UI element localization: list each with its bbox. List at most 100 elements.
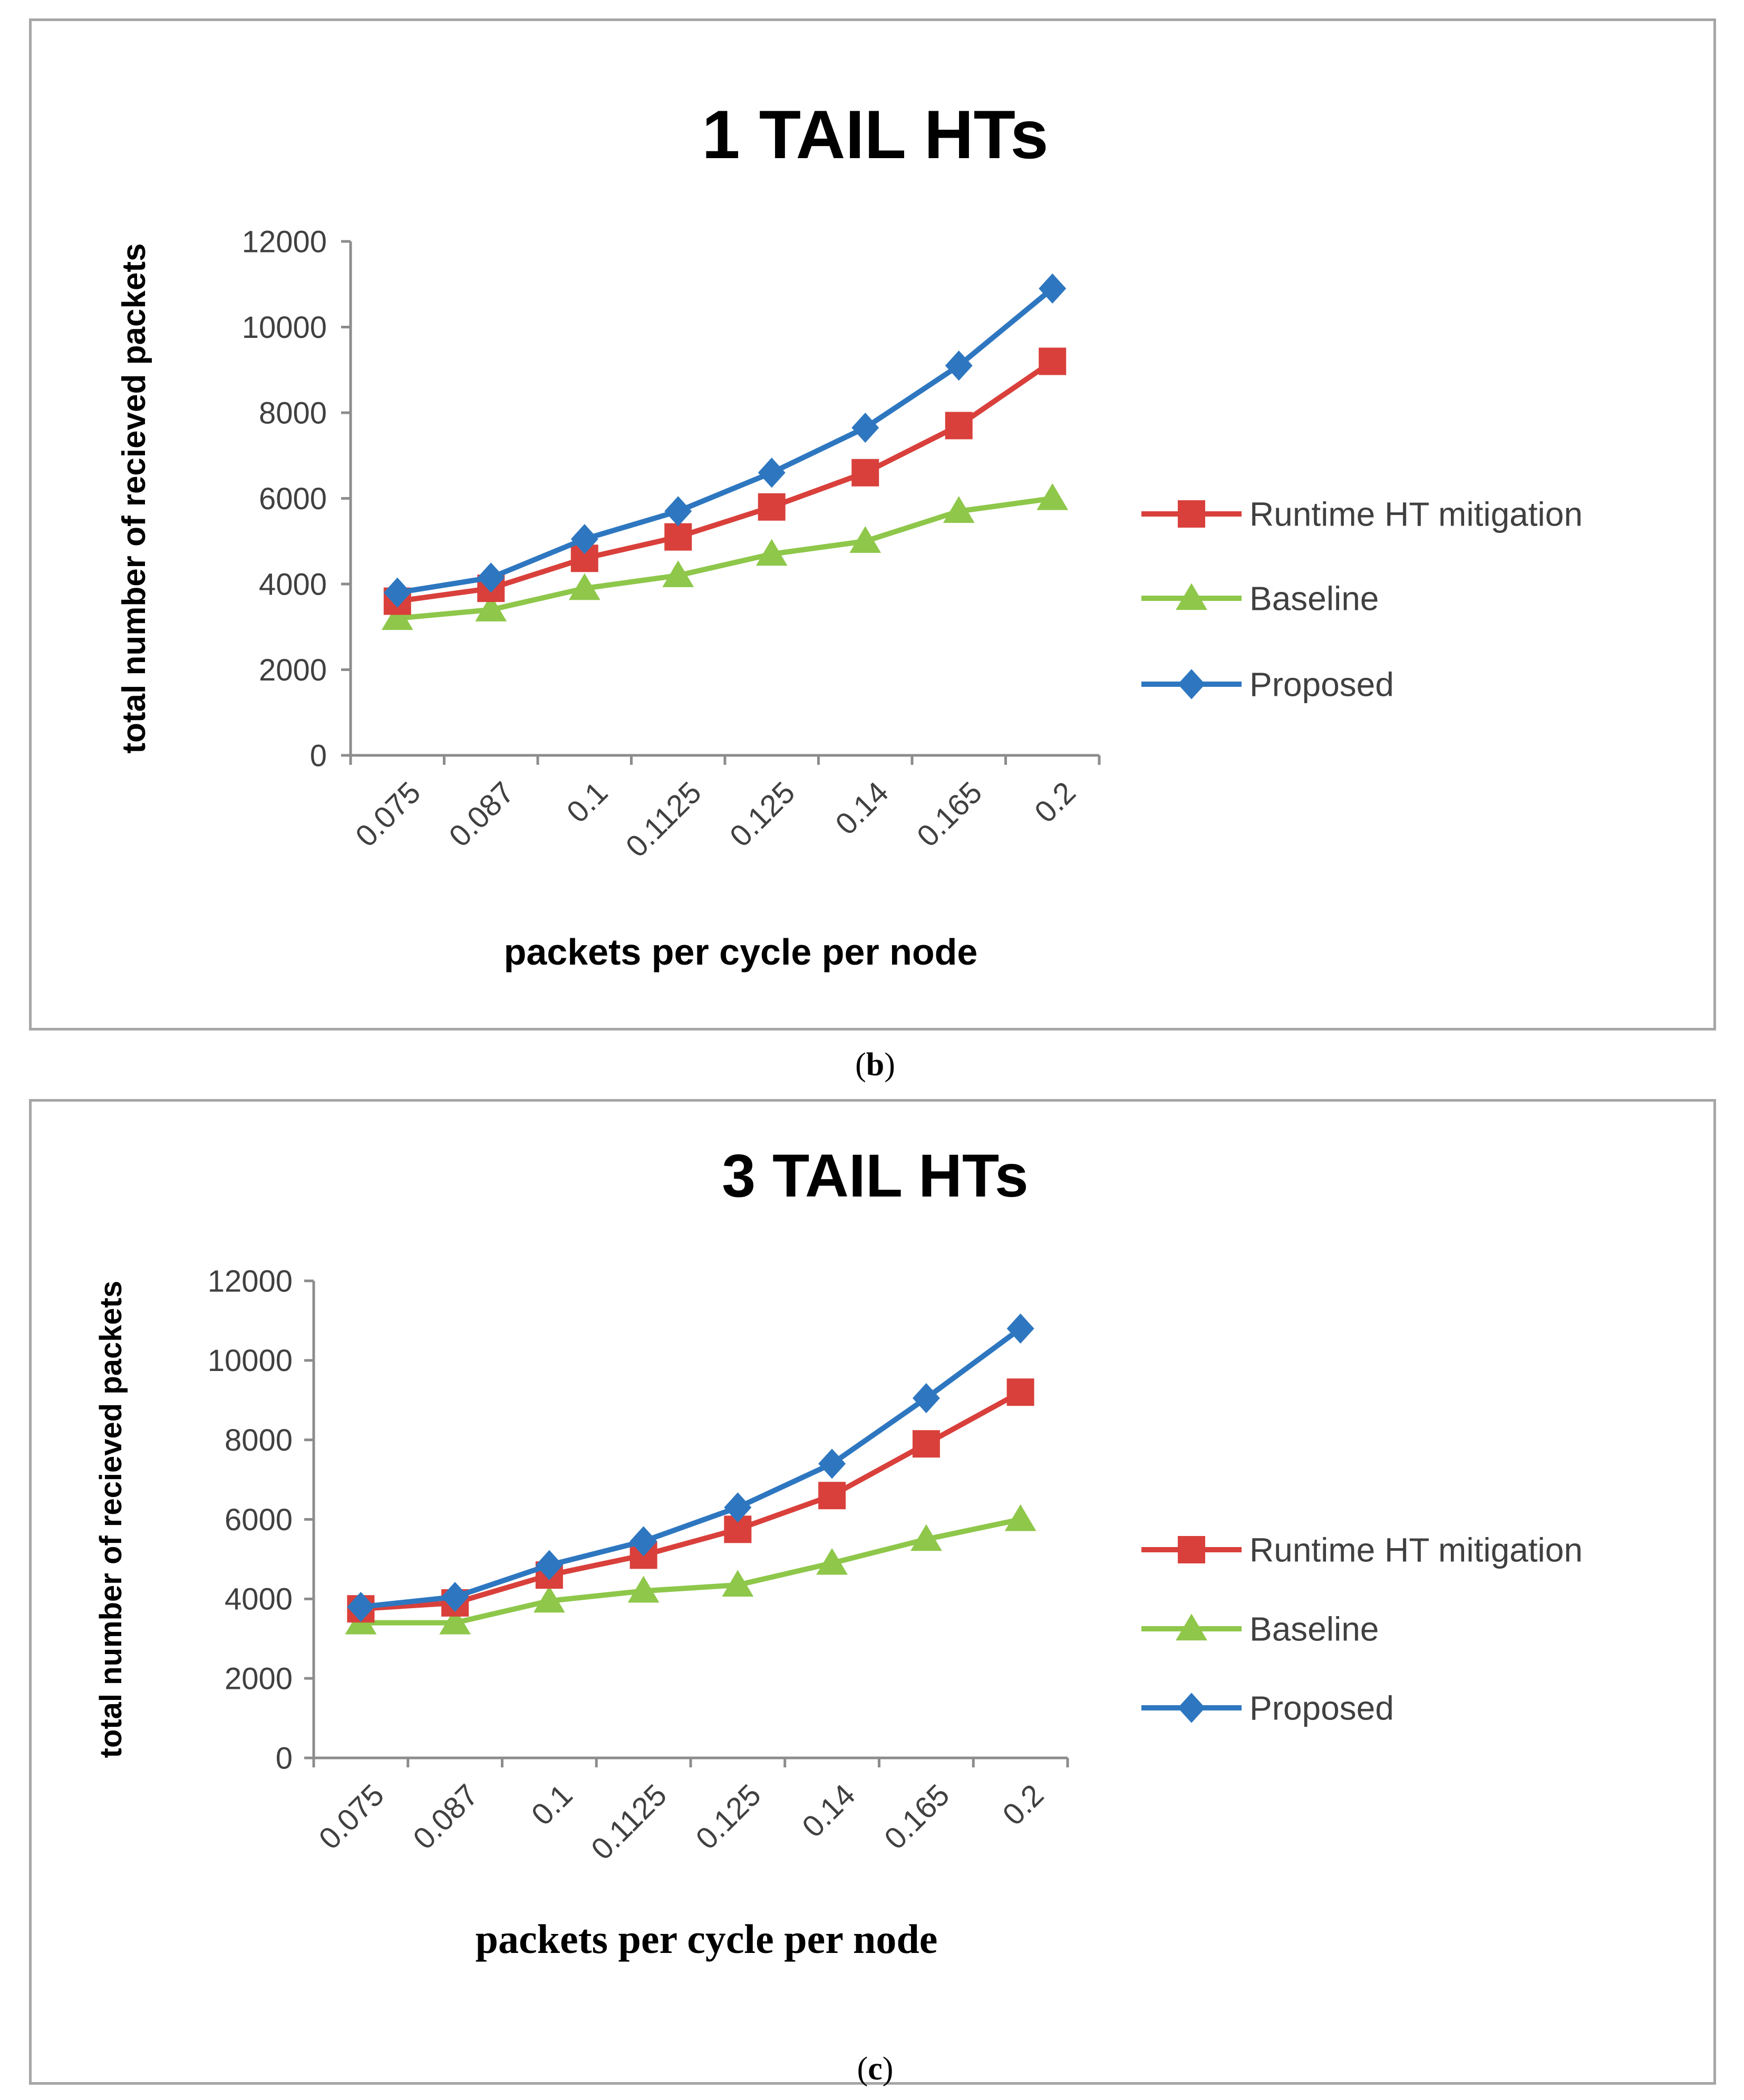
data-point bbox=[664, 496, 692, 527]
legend-item: Baseline bbox=[1141, 1610, 1379, 1648]
y-tick-label: 0 bbox=[310, 738, 327, 773]
x-tick-label: 0.2 bbox=[1028, 775, 1082, 830]
data-point bbox=[945, 412, 973, 440]
legend-label: Baseline bbox=[1249, 1610, 1379, 1648]
x-tick-label: 0.125 bbox=[723, 775, 802, 854]
y-tick-label: 10000 bbox=[208, 1344, 293, 1378]
series-line bbox=[397, 359, 1054, 604]
y-tick-label: 8000 bbox=[259, 396, 327, 430]
series-baseline bbox=[345, 1504, 1036, 1635]
y-tick-label: 6000 bbox=[225, 1503, 293, 1537]
data-point bbox=[568, 573, 600, 600]
chart-panel-c: 3 TAIL HTs 0 2000 4000 6000 8000 10000 12000 0.0… bbox=[29, 1099, 1716, 2085]
legend-item: Proposed bbox=[1141, 1689, 1394, 1727]
data-point bbox=[1006, 1313, 1034, 1344]
data-point bbox=[943, 496, 975, 523]
data-point bbox=[535, 1550, 563, 1580]
series-line bbox=[361, 1389, 1022, 1612]
legend-label: Runtime HT mitigation bbox=[1249, 1531, 1583, 1569]
chart-panel-b: 1 TAIL HTs 0 2000 4000 6000 8000 10000 12000 0.0… bbox=[29, 18, 1716, 1030]
caption-letter-b: b bbox=[866, 1047, 885, 1083]
x-tick-label: 0.075 bbox=[312, 1778, 391, 1856]
data-point bbox=[758, 493, 786, 521]
data-point bbox=[818, 1448, 846, 1479]
x-tick-label: 0.1125 bbox=[619, 775, 708, 864]
y-tick-label: 8000 bbox=[225, 1423, 293, 1457]
data-point bbox=[849, 526, 881, 553]
line-chart-b: 1 TAIL HTs 0 2000 4000 6000 8000 10000 12000 0.0… bbox=[116, 96, 1583, 973]
x-tick-label: 0.1125 bbox=[585, 1778, 673, 1866]
legend-marker bbox=[1176, 583, 1207, 610]
data-point bbox=[722, 1570, 754, 1597]
x-tick-label: 0.075 bbox=[349, 775, 428, 854]
caption-c: (c) bbox=[857, 2051, 894, 2087]
data-point bbox=[533, 1586, 565, 1613]
x-tick-label: 0.165 bbox=[878, 1778, 956, 1856]
legend-marker bbox=[1178, 669, 1205, 699]
data-point bbox=[477, 562, 505, 593]
series-line bbox=[361, 1516, 1021, 1626]
data-point bbox=[381, 603, 413, 630]
legend-marker bbox=[1176, 1613, 1207, 1641]
data-point bbox=[758, 458, 786, 488]
data-point bbox=[629, 1526, 657, 1557]
data-point bbox=[1039, 347, 1067, 375]
legend-marker bbox=[1178, 1536, 1205, 1563]
x-tick-label: 0.2 bbox=[996, 1778, 1050, 1832]
y-tick-label: 2000 bbox=[225, 1661, 293, 1696]
data-point bbox=[475, 595, 507, 621]
y-axis-label: total number of recieved packets bbox=[94, 1281, 128, 1758]
chart-title: 3 TAIL HTs bbox=[722, 1142, 1028, 1210]
x-tick-label: 0.1 bbox=[560, 775, 614, 830]
series-runtime-ht-mitigation bbox=[383, 347, 1067, 615]
legend-item: Runtime HT mitigation bbox=[1141, 1531, 1583, 1569]
chart-title: 1 TAIL HTs bbox=[702, 96, 1048, 173]
y-tick-label: 6000 bbox=[259, 482, 327, 516]
x-axis-label: packets per cycle per node bbox=[476, 1916, 938, 1962]
legend-marker bbox=[1178, 500, 1205, 528]
series-line bbox=[397, 495, 1053, 621]
series-line bbox=[360, 1326, 1022, 1610]
x-tick-label: 0.165 bbox=[910, 775, 989, 854]
data-point bbox=[627, 1576, 660, 1603]
data-point bbox=[816, 1548, 848, 1575]
data-point bbox=[851, 412, 879, 443]
data-point bbox=[910, 1524, 942, 1551]
x-tick-label: 0.1 bbox=[525, 1778, 579, 1832]
legend-item: Runtime HT mitigation bbox=[1141, 495, 1583, 533]
x-tick-label: 0.087 bbox=[442, 775, 521, 854]
data-point bbox=[664, 523, 692, 551]
y-axis-label: total number of recieved packets bbox=[116, 243, 152, 753]
data-point bbox=[1039, 273, 1067, 304]
legend-marker bbox=[1178, 1693, 1205, 1723]
series-proposed bbox=[347, 1313, 1034, 1622]
data-point bbox=[724, 1492, 752, 1523]
data-point bbox=[818, 1482, 846, 1510]
y-tick-label: 2000 bbox=[259, 653, 327, 687]
data-point bbox=[662, 560, 694, 587]
series-proposed bbox=[383, 273, 1067, 608]
x-tick-label: 0.14 bbox=[829, 775, 895, 842]
y-tick-label: 12000 bbox=[208, 1264, 293, 1298]
series-baseline bbox=[381, 483, 1069, 630]
y-tick-label: 10000 bbox=[242, 310, 327, 345]
x-tick-label: 0.087 bbox=[406, 1778, 485, 1856]
data-point bbox=[1004, 1504, 1036, 1531]
data-point bbox=[439, 1607, 471, 1635]
data-point bbox=[1036, 483, 1069, 510]
x-axis-label: packets per cycle per node bbox=[504, 931, 978, 973]
data-point bbox=[912, 1383, 940, 1414]
data-point bbox=[912, 1430, 940, 1458]
data-point bbox=[945, 351, 973, 381]
legend-label: Runtime HT mitigation bbox=[1249, 495, 1583, 533]
y-tick-label: 0 bbox=[276, 1741, 293, 1775]
data-point bbox=[755, 539, 788, 566]
data-point bbox=[851, 459, 879, 487]
x-tick-label: 0.125 bbox=[689, 1778, 768, 1856]
y-tick-label: 4000 bbox=[259, 567, 327, 601]
y-tick-label: 4000 bbox=[225, 1582, 293, 1617]
data-point bbox=[441, 1581, 469, 1612]
line-chart-c: 3 TAIL HTs 0 2000 4000 6000 8000 10000 12000 0.0… bbox=[94, 1142, 1583, 1962]
data-point bbox=[383, 577, 411, 608]
caption-b: (b) bbox=[855, 1047, 895, 1083]
